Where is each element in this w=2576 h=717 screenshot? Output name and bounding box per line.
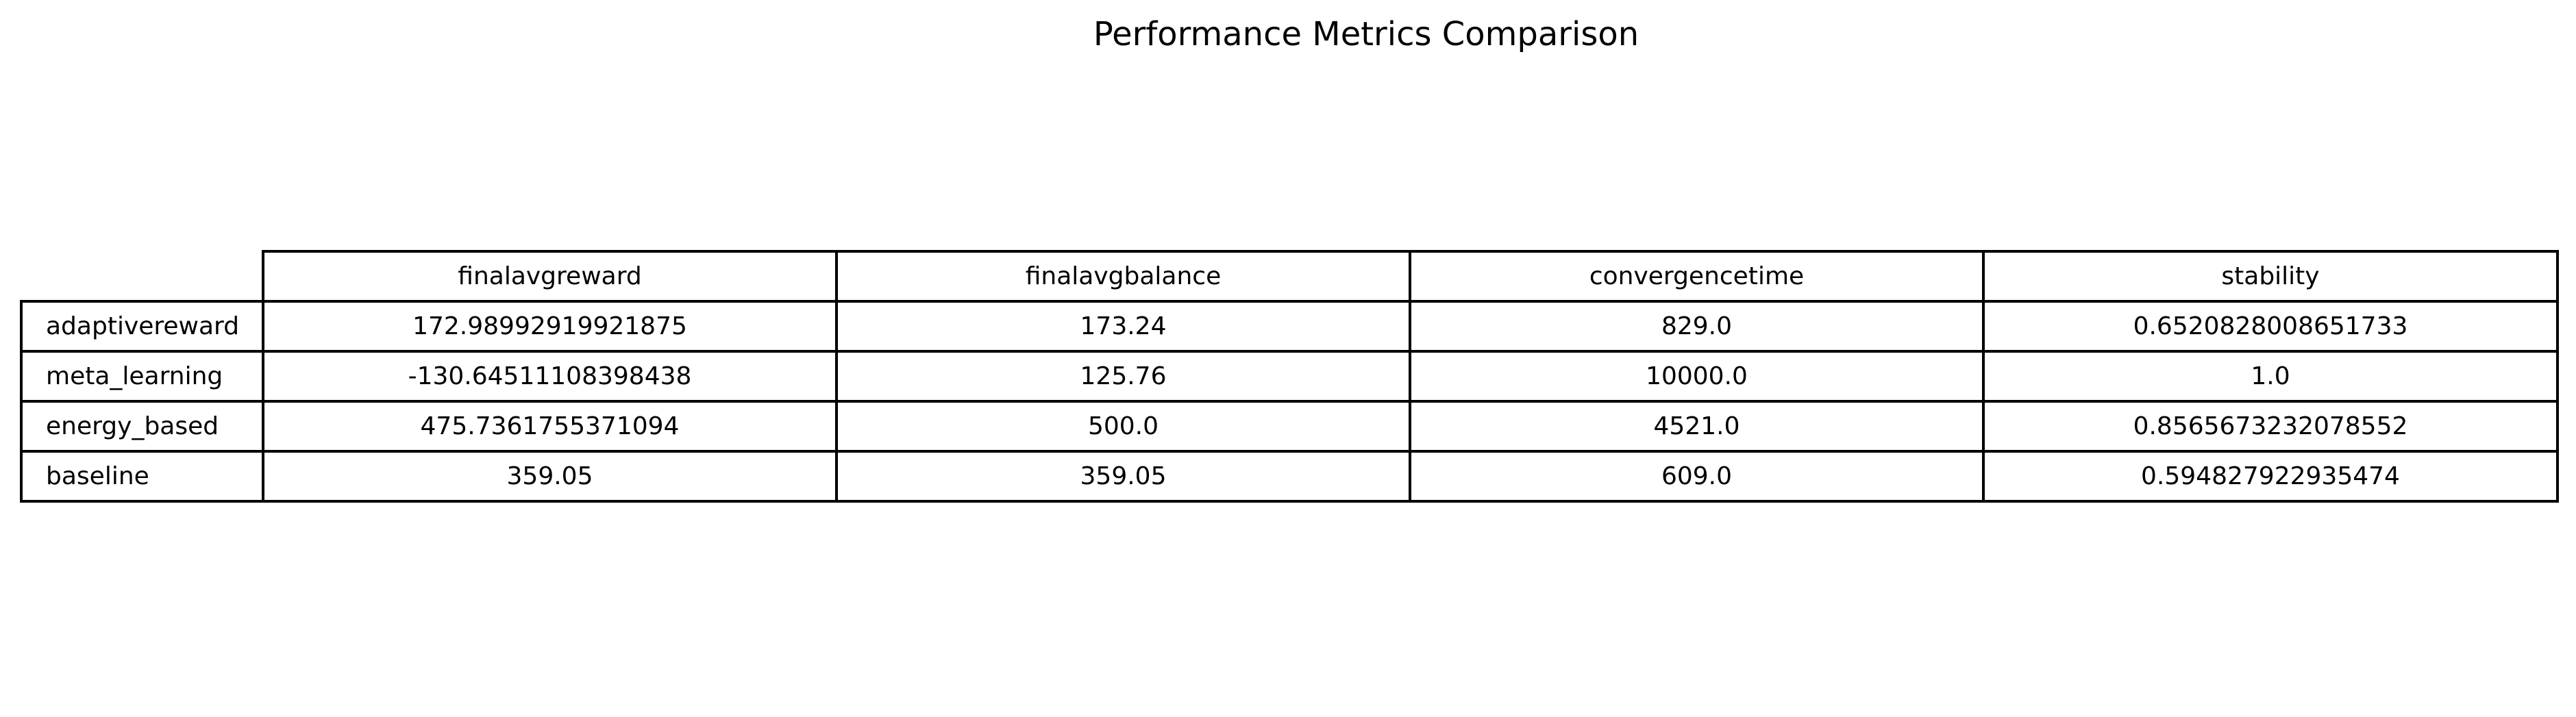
table-cell: 173.24 (835, 300, 1411, 353)
table-cell: 172.98992919921875 (262, 300, 838, 353)
table-row: energy_based 475.7361755371094 500.0 452… (20, 400, 2559, 453)
row-header-baseline: baseline (20, 450, 264, 503)
table-cell: 0.8565673232078552 (1982, 400, 2559, 453)
table-cell: 359.05 (262, 450, 838, 503)
row-header-adaptivereward: adaptivereward (20, 300, 264, 353)
table-row: adaptivereward 172.98992919921875 173.24… (20, 300, 2559, 353)
row-header-energy-based: energy_based (20, 400, 264, 453)
table-cell: 0.594827922935474 (1982, 450, 2559, 503)
table-cell: 10000.0 (1409, 350, 1985, 403)
table-row: meta_learning -130.64511108398438 125.76… (20, 350, 2559, 403)
table-cell: 4521.0 (1409, 400, 1985, 453)
column-header-finalavgreward: finalavgreward (262, 250, 838, 303)
row-header-meta-learning: meta_learning (20, 350, 264, 403)
table-cell: 500.0 (835, 400, 1411, 453)
chart-title: Performance Metrics Comparison (1093, 15, 1639, 53)
table-corner (21, 251, 264, 303)
table-cell: 1.0 (1982, 350, 2559, 403)
column-header-convergencetime: convergencetime (1409, 250, 1985, 303)
table-cell: 829.0 (1409, 300, 1985, 353)
column-header-stability: stability (1982, 250, 2559, 303)
metrics-table-container: finalavgreward finalavgbalance convergen… (20, 250, 2559, 503)
table-cell: 359.05 (835, 450, 1411, 503)
table-cell: 475.7361755371094 (262, 400, 838, 453)
table-cell: 125.76 (835, 350, 1411, 403)
column-header-finalavgbalance: finalavgbalance (835, 250, 1411, 303)
metrics-table: finalavgreward finalavgbalance convergen… (20, 250, 2559, 503)
table-cell: -130.64511108398438 (262, 350, 838, 403)
table-cell: 0.6520828008651733 (1982, 300, 2559, 353)
table-cell: 609.0 (1409, 450, 1985, 503)
table-row: baseline 359.05 359.05 609.0 0.594827922… (20, 450, 2559, 503)
header-row: finalavgreward finalavgbalance convergen… (21, 250, 2559, 303)
